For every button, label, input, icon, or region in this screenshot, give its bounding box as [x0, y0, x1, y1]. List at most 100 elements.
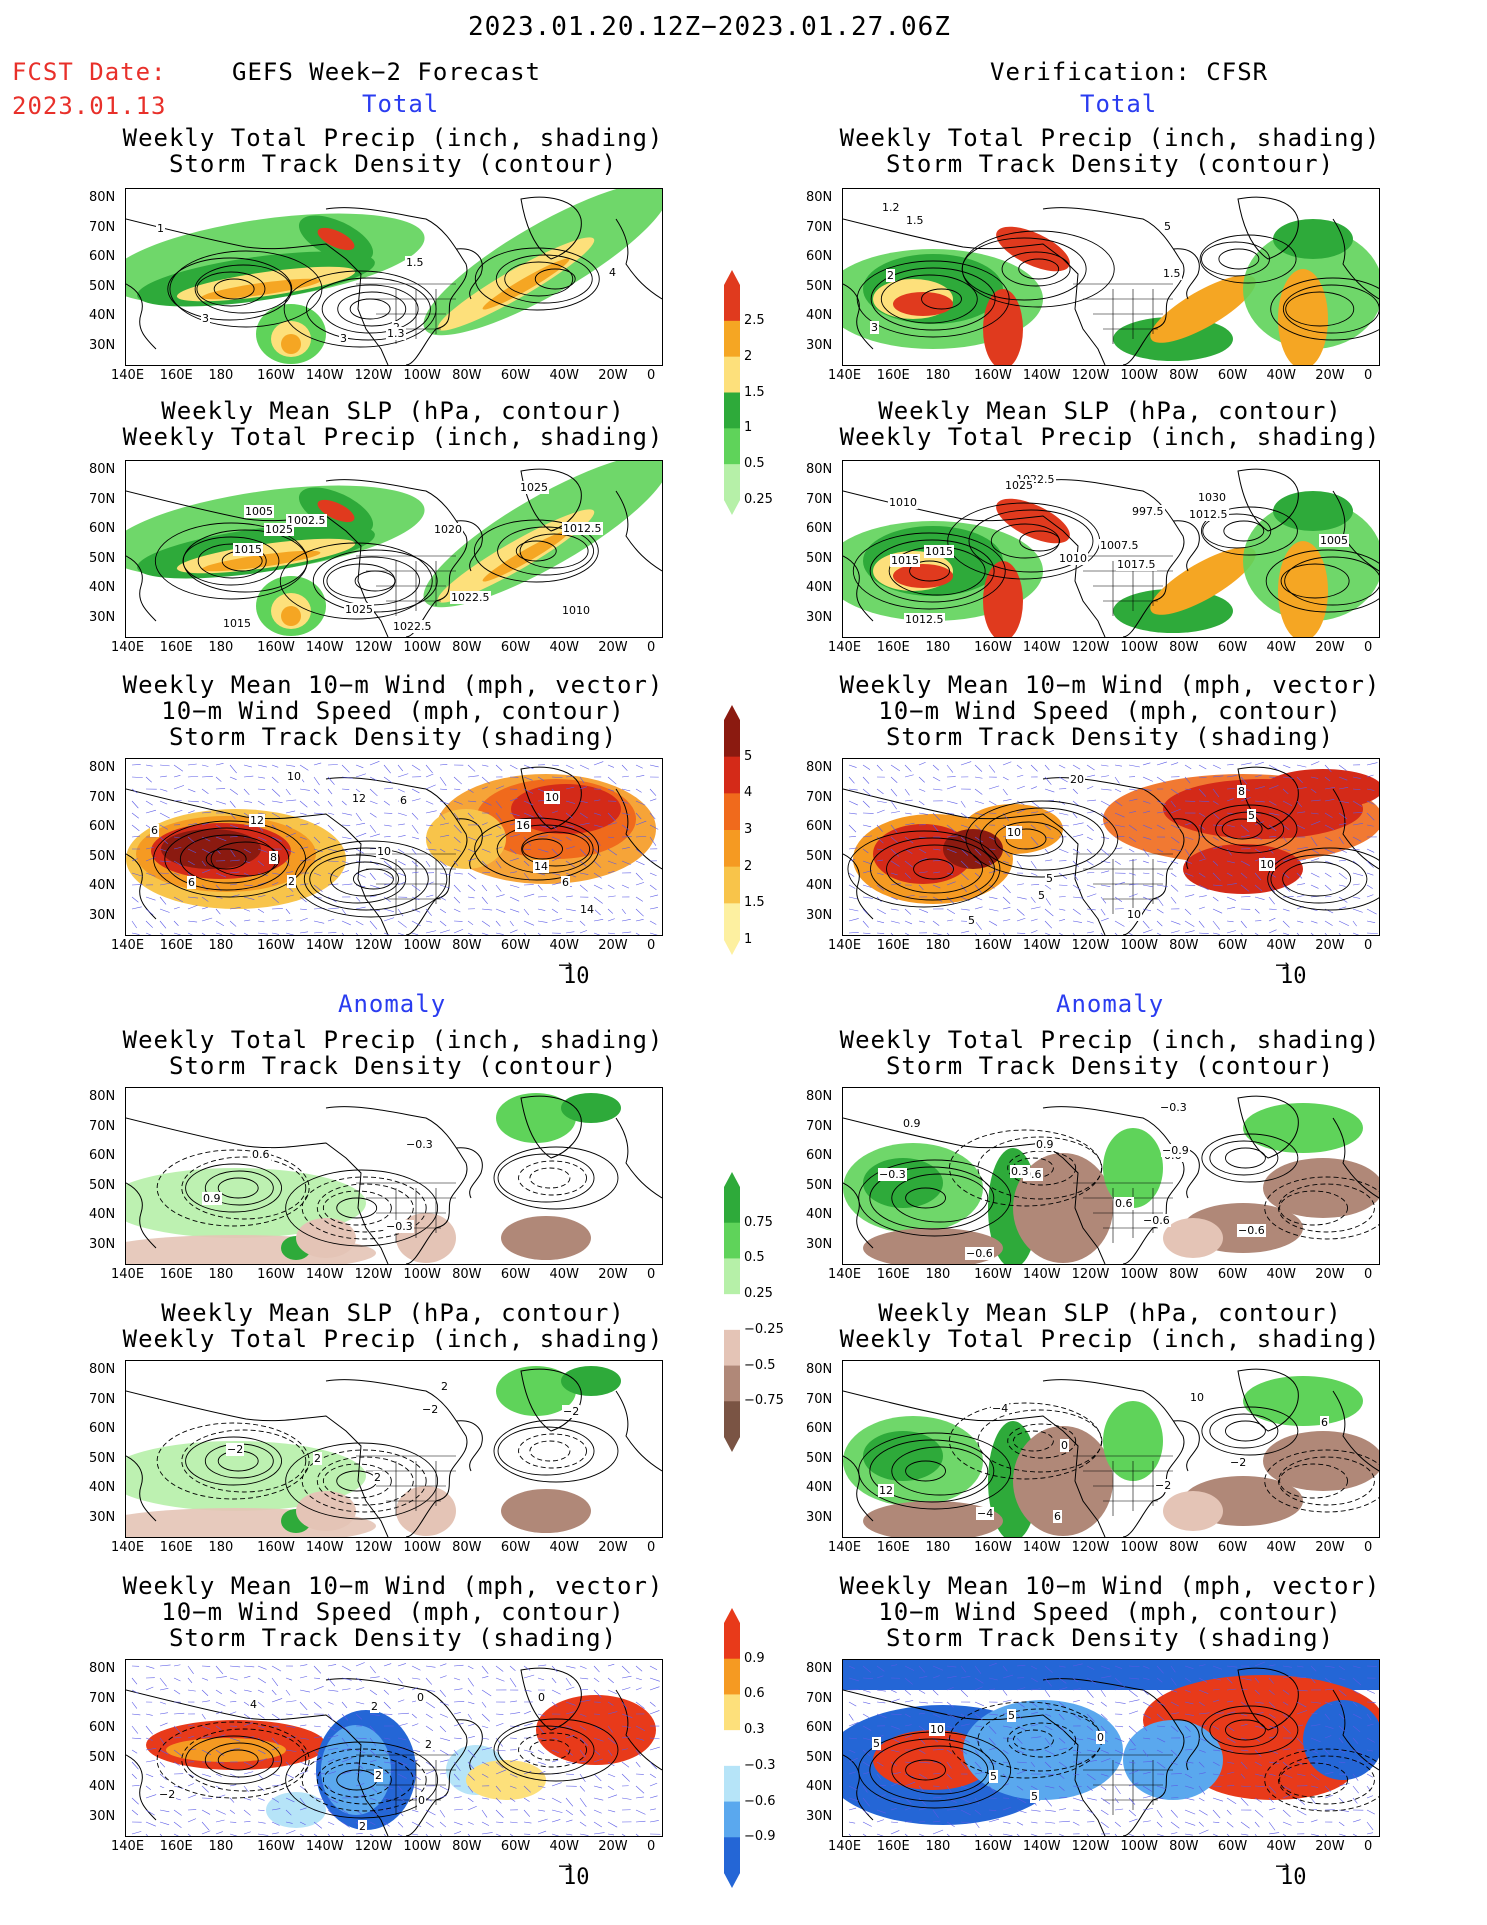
lon-tick-label: 120W [1071, 1540, 1110, 1555]
colorbar-tick-label: 0.5 [744, 1250, 765, 1266]
lon-tick-label: 0 [1364, 1540, 1373, 1555]
lon-tick-label: 20W [598, 938, 628, 953]
panel-6-left-title-line-3: Storm Track Density (shading) [168, 1624, 618, 1652]
colorbar-tick-label: −0.75 [744, 1393, 784, 1409]
lat-tick-label: 70N [89, 219, 116, 235]
lon-tick-label: 0 [1364, 640, 1373, 655]
lat-tick-label: 70N [89, 1118, 116, 1134]
lon-tick-label: 20W [598, 1839, 628, 1854]
colorbar-tick-label: 0.25 [744, 1286, 773, 1302]
lon-tick-label: 160E [159, 1839, 193, 1854]
lon-tick-label: 160E [876, 1540, 910, 1555]
lon-tick-label: 80W [1169, 368, 1199, 383]
lat-tick-label: 50N [89, 1749, 116, 1765]
lon-tick-label: 160W [974, 1540, 1012, 1555]
lon-tick-label: 140E [828, 368, 862, 383]
lon-tick-label: 20W [598, 640, 628, 655]
lon-tick-label: 0 [647, 640, 656, 655]
panel-3-right-title-line-1: Weekly Mean 10−m Wind (mph, vector) [839, 671, 1381, 699]
contour-label: −0.6 [1142, 1214, 1171, 1227]
lat-tick-label: 30N [89, 907, 116, 923]
lat-tick-label: 70N [806, 789, 833, 805]
lat-tick-label: 40N [806, 878, 833, 893]
lon-tick-label: 100W [403, 640, 442, 655]
colorbar-tick-label: 0.3 [744, 1722, 765, 1738]
colorbar-tick-label: 2 [744, 348, 753, 364]
contour-label: 10 [376, 845, 392, 858]
right-total-label: Total [1080, 90, 1158, 118]
panel-2-right-map: 1022.5 1030 1005 1010 1017.5 1015 1010 1012.5 10… [842, 460, 1380, 638]
lon-tick-label: 40W [549, 1540, 579, 1555]
lon-tick-label: 160E [876, 1267, 910, 1282]
panel-5-right-map: 12 10 6 −2 −4 6 0 −2 −4 [842, 1360, 1380, 1538]
colorbar-swatch [724, 1401, 740, 1438]
lat-tick-label: 40N [806, 1480, 833, 1495]
contour-label: 8 [269, 851, 278, 864]
colorbar-swatch [724, 1222, 740, 1259]
contour-label: 5 [967, 914, 976, 927]
contour-label: 5 [1247, 809, 1256, 822]
lat-tick-label: 80N [806, 190, 833, 205]
contour-label: 1022.5 [450, 591, 491, 604]
contour-label: 0 [1060, 1439, 1069, 1452]
colorbar-swatch [724, 1329, 740, 1367]
lon-tick-label: 140E [111, 1540, 145, 1555]
contour-label: 0.9 [202, 1192, 222, 1205]
lat-tick-label: 80N [89, 462, 116, 477]
colorbar-tick-label: 0.25 [744, 492, 773, 507]
lon-tick-label: 160E [876, 640, 910, 655]
lon-tick-label: 20W [1315, 1267, 1345, 1282]
contour-label: −4 [991, 1402, 1010, 1415]
lon-tick-label: 60W [500, 1267, 531, 1282]
vector-reference-label: 10 [1280, 1865, 1307, 1890]
contour-label: 1010 [561, 604, 591, 617]
lat-tick-label: 70N [89, 789, 116, 805]
right-column-title: Verification: CFSR [990, 58, 1269, 86]
contour-label: 1007.5 [1099, 539, 1140, 552]
lon-tick-label: 120W [1071, 938, 1110, 953]
panel-4-right-title-line-2: Storm Track Density (contour) [885, 1052, 1335, 1080]
lat-tick-label: 30N [89, 1509, 116, 1525]
lon-tick-label: 0 [647, 1267, 656, 1282]
lon-tick-label: 180 [925, 1839, 951, 1854]
contour-label: 14 [533, 860, 549, 873]
contour-label: 997.5 [1131, 505, 1165, 518]
panel-1-right-title-line-2: Storm Track Density (contour) [885, 150, 1335, 178]
lat-tick-label: 60N [89, 249, 116, 264]
lon-tick-label: 40W [549, 640, 579, 655]
lat-tick-label: 80N [806, 1089, 833, 1104]
lon-tick-label: 0 [647, 938, 656, 953]
lon-tick-label: 0 [1364, 368, 1373, 383]
vector-reference-label: 10 [563, 1865, 590, 1890]
lat-tick-label: 40N [806, 1207, 833, 1222]
vector-reference-label: 10 [1280, 964, 1307, 989]
panel-4-right-map: −0.6−0.30.6−0.60.60.3−0.30.90.60.9−0.6−0… [842, 1087, 1380, 1265]
lat-tick-label: 70N [806, 491, 833, 507]
lat-tick-label: 50N [89, 1177, 116, 1193]
lon-tick-label: 160E [159, 1540, 193, 1555]
lon-tick-label: 160E [159, 640, 193, 655]
colorbar-tick-label: 0.9 [744, 1650, 765, 1666]
contour-label: 0.9 [1035, 1138, 1055, 1151]
contour-label: 0 [1096, 1731, 1105, 1744]
contour-label: −4 [976, 1507, 995, 1520]
lat-tick-label: 30N [806, 609, 833, 625]
contour-label: 3 [201, 312, 210, 325]
lat-tick-label: 50N [806, 278, 833, 294]
contour-label: 2 [373, 1471, 382, 1484]
lon-tick-label: 20W [598, 1267, 628, 1282]
lon-tick-label: 140W [1022, 368, 1061, 383]
colorbar-tick-label: 2.5 [744, 312, 765, 328]
colorbar-tick-label: −0.9 [744, 1829, 776, 1845]
lat-tick-label: 40N [89, 580, 116, 595]
lon-tick-label: 140E [828, 1267, 862, 1282]
lat-tick-label: 70N [806, 1391, 833, 1407]
lat-tick-label: 40N [806, 1779, 833, 1794]
lat-tick-label: 50N [806, 1450, 833, 1466]
contour-label: −0.3 [385, 1220, 414, 1233]
panel-2-left-title-line-2: Weekly Total Precip (inch, shading) [122, 423, 664, 451]
contour-label: 3 [339, 332, 348, 345]
lon-tick-label: 20W [598, 1540, 628, 1555]
lon-tick-label: 100W [1120, 368, 1159, 383]
